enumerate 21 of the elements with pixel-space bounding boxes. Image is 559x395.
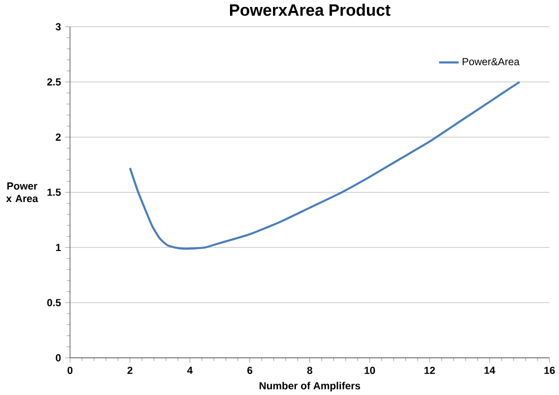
y-tick-label: 2.5 — [47, 78, 61, 86]
x-tick-label: 10 — [364, 366, 375, 374]
x-tick-label: 8 — [307, 366, 312, 374]
y-axis-title: Power x Area — [6, 182, 38, 202]
x-axis-title: Number of Amplifers — [260, 382, 360, 392]
y-tick-label: 2 — [56, 133, 61, 141]
chart-title: PowerxArea Product — [230, 4, 390, 16]
y-tick-label: 1 — [56, 244, 61, 251]
x-tick-label: 12 — [424, 366, 435, 374]
x-tick-label: 16 — [544, 366, 555, 374]
x-tick-label: 6 — [247, 366, 252, 374]
x-tick-label: 2 — [127, 366, 132, 374]
x-tick-label: 0 — [68, 366, 72, 374]
y-tick-label: 0 — [56, 354, 61, 362]
x-tick-label: 4 — [187, 366, 193, 374]
line-series — [128, 80, 521, 250]
legend-label: Power&Area — [462, 58, 520, 66]
y-tick-label: 1.5 — [47, 188, 61, 196]
x-tick-label: 14 — [484, 366, 496, 374]
y-tick-label: 0.5 — [47, 298, 61, 306]
y-tick-label: 3 — [56, 23, 61, 30]
